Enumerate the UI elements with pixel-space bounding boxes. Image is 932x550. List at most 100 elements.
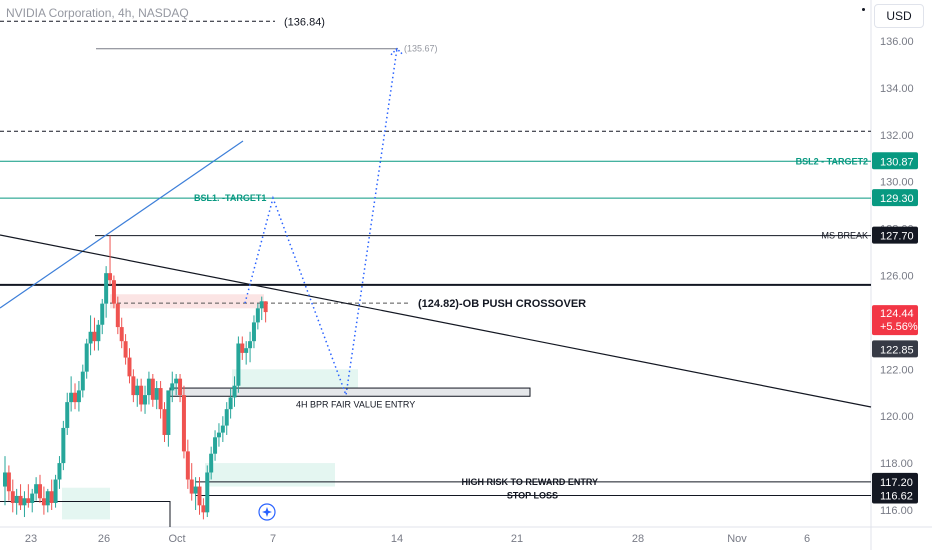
x-tick-label: 6 [804,533,810,545]
bsl2-label: BSL2 - TARGET2 [796,156,868,166]
candle-body [61,427,66,464]
candle-body [154,388,159,400]
bpr-entry-zone [169,387,531,397]
candle-body [88,331,93,344]
y-tick-label: 136.00 [880,36,914,48]
candle-body [123,341,128,358]
ob-crossover-label: (124.82)-OB PUSH CROSSOVER [418,298,586,310]
prev-level-badge [872,340,918,358]
x-tick-label: 7 [270,533,276,545]
candle-body [131,376,136,396]
candle-body [34,484,39,494]
candle-body [108,273,113,281]
candle-body [26,498,31,503]
y-tick-label: 120.00 [880,411,914,423]
candle-body [10,491,15,503]
prev-level-badge-text: 122.85 [880,344,914,356]
candle-body [220,425,225,433]
ms-break-label: MS BREAK [821,231,868,241]
candle-body [232,385,237,398]
candle-body [244,348,249,353]
candle-body [104,273,109,304]
candle-body [209,453,214,473]
ms-break-badge-text: 127.70 [880,231,914,243]
y-tick-label: 118.00 [880,458,913,470]
y-tick-label: 130.00 [880,177,914,189]
candle-body [49,491,54,503]
candle-body [135,385,140,396]
y-tick-label: 134.00 [880,83,914,95]
ms-break-badge [872,226,918,244]
ob-zone [110,294,264,309]
bsl1-badge-text: 129.30 [880,193,914,205]
current-price-badge [872,305,918,336]
candle-body [111,280,116,304]
candle-body [197,486,202,506]
candle-body [14,495,19,503]
entry-demand-zone [205,463,335,487]
candle-body [143,395,148,405]
jump-to-date-button[interactable] [258,503,276,521]
low-demand-zone [62,487,110,520]
candle-body [3,472,7,487]
candle-body [213,437,218,454]
candle-body [18,495,23,506]
bsl2-badge-text: 130.87 [880,156,914,168]
candle-body [193,486,198,494]
candle-body [236,343,241,386]
currency-button[interactable]: USD [874,4,924,28]
candle-body [170,383,175,391]
candle-body [22,498,27,506]
x-tick-label: 28 [632,533,644,545]
candle-body [6,472,11,492]
candle-body [76,390,81,403]
ascending-trendline [0,140,244,309]
candle-body [181,395,186,452]
candle-body [57,463,62,480]
candle-body [41,498,46,506]
target-136-label: (136.84) [284,16,325,28]
candle-body [96,324,101,342]
projection-arrowhead [390,47,404,56]
x-tick-label: Nov [727,533,747,545]
candle-body [259,301,264,309]
bpr-entry-label: 4H BPR FAIR VALUE ENTRY [296,399,415,409]
x-tick-label: 21 [511,533,523,545]
stop-loss-badge-text: 116.62 [880,490,913,502]
high-risk-entry-label: HIGH RISK TO REWARD ENTRY [461,477,598,487]
descending-trendline [0,234,872,408]
candle-body [158,388,163,410]
candle-body [127,357,132,377]
candle-body [263,301,268,313]
sparkle-icon [262,507,272,517]
candle-body [205,472,210,513]
candle-body [100,303,105,325]
candle-body [53,479,58,503]
candle-body [174,378,179,384]
high-risk-entry-badge [872,472,918,490]
candle-body [92,331,97,342]
bsl1-label: BSL1. -TARGET1 [194,193,266,203]
y-tick-label: 122.00 [880,364,914,376]
candle-body [146,378,151,396]
candle-body [69,392,74,403]
candle-body [115,303,120,328]
candle-body [201,505,206,513]
bsl1-badge [872,189,918,207]
symbol-title: NVIDIA Corporation, 4h, NASDAQ [6,6,189,20]
candle-body [30,493,35,503]
candle-body [178,378,183,396]
target-135-label: (135.67) [404,44,438,54]
change-percent-text: +5.56% [880,321,918,333]
candle-body [139,385,144,405]
candle-body [248,341,253,349]
x-tick-label: 23 [25,533,37,545]
candle-body [251,322,256,342]
candle-body [240,343,245,353]
stop-loss-label: STOP LOSS [507,490,558,500]
candle-body [65,402,70,428]
candle-body [84,343,89,372]
candle-body [119,327,124,342]
y-tick-label: 116.00 [880,505,913,517]
